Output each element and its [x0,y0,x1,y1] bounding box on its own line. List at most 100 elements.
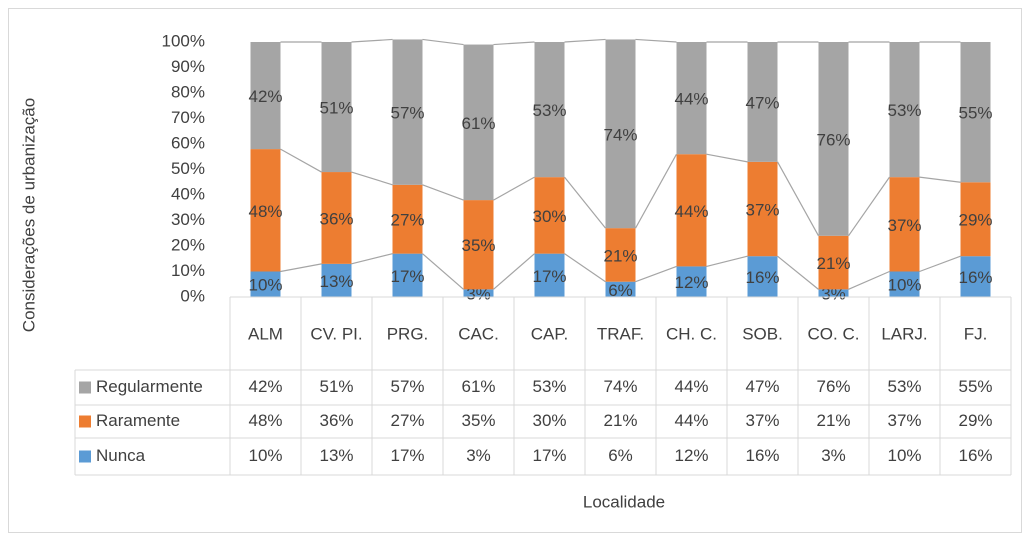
data-label: 30% [532,207,566,226]
x-tick-label: TRAF. [597,324,644,343]
x-tick-label: CV. PI. [310,324,362,343]
series-line [351,38,393,43]
bar-segment [605,228,636,282]
bar-segment [321,172,352,264]
series-line [776,161,820,237]
bar-segment [960,256,991,297]
y-tick-label: 30% [171,210,205,229]
series-line [493,176,535,201]
data-label: 3% [821,285,846,304]
y-tick-label: 90% [171,57,205,76]
x-tick-label: ALM [248,324,283,343]
bar-segment [960,182,991,257]
x-tick-label: CAP. [531,324,569,343]
bar-segment [250,42,281,150]
x-axis-title: Localidade [583,492,665,511]
x-tick-label: CO. C. [808,324,860,343]
bar-segment [605,281,636,297]
data-label: 47% [745,93,779,112]
table-cell: 57% [390,377,424,396]
series-line [634,153,678,229]
data-label: 44% [674,90,708,109]
x-tick-label: CAC. [458,324,499,343]
bar-segment [676,42,707,155]
bar-segment [392,184,423,254]
data-label: 6% [608,281,633,300]
series-line [919,255,961,273]
data-label: 74% [603,125,637,144]
table-cell: 53% [887,377,921,396]
table-cell: 42% [248,377,282,396]
bar-segment [321,42,352,173]
data-label: 17% [390,267,424,286]
table-cell: 61% [461,377,495,396]
series-line [422,38,464,46]
bar-segment [747,161,778,257]
data-label: 76% [816,130,850,149]
bar-segment [605,39,636,229]
data-label: 10% [887,276,921,295]
y-tick-label: 80% [171,82,205,101]
series-line [422,184,464,201]
y-tick-label: 10% [171,261,205,280]
y-tick-label: 60% [171,133,205,152]
y-tick-label: 20% [171,235,205,254]
data-label: 35% [461,236,495,255]
bar-segment [321,263,352,297]
y-tick-label: 70% [171,108,205,127]
table-cell: 36% [319,411,353,430]
data-label: 3% [466,285,491,304]
table-cell: 37% [745,411,779,430]
legend-label: Nunca [96,446,146,465]
y-axis-title: Considerações de urbanização [19,98,38,332]
bar-segment [676,266,707,297]
bar-segment [534,42,565,178]
series-line [564,38,606,43]
bar-segment [889,271,920,297]
bar-segment [534,177,565,254]
bar-segment [960,42,991,183]
legend-label: Regularmente [96,377,203,396]
data-label: 12% [674,273,708,292]
data-label: 21% [816,254,850,273]
data-label: 36% [319,209,353,228]
data-label: 16% [745,268,779,287]
y-tick-label: 0% [180,286,205,305]
table-cell: 35% [461,411,495,430]
series-line [564,253,606,283]
bar-segment [676,154,707,267]
x-tick-label: SOB. [742,324,783,343]
series-line [351,253,393,265]
series-line [635,38,677,43]
series-line [280,148,322,173]
series-line [706,255,748,267]
bar-segment [463,289,494,297]
table-cell: 6% [608,446,633,465]
data-label: 44% [674,202,708,221]
data-label: 48% [248,202,282,221]
data-label: 16% [958,268,992,287]
data-label: 37% [745,201,779,220]
legend-swatch [79,381,91,394]
table-cell: 47% [745,377,779,396]
table-cell: 55% [958,377,992,396]
data-label: 53% [887,101,921,120]
bar-segment [818,42,849,236]
series-line [848,176,890,237]
table-cell: 51% [319,377,353,396]
bar-segment [747,256,778,297]
table-cell: 10% [887,446,921,465]
bar-segment [818,289,849,297]
legend-swatch [79,450,91,463]
series-line [919,176,961,183]
data-label: 27% [390,211,424,230]
table-cell: 48% [248,411,282,430]
series-line [422,253,464,290]
table-cell: 21% [816,411,850,430]
data-label: 61% [461,114,495,133]
series-line [351,171,393,186]
table-cell: 76% [816,377,850,396]
bar-segment [463,200,494,290]
table-cell: 13% [319,446,353,465]
x-tick-label: CH. C. [666,324,717,343]
